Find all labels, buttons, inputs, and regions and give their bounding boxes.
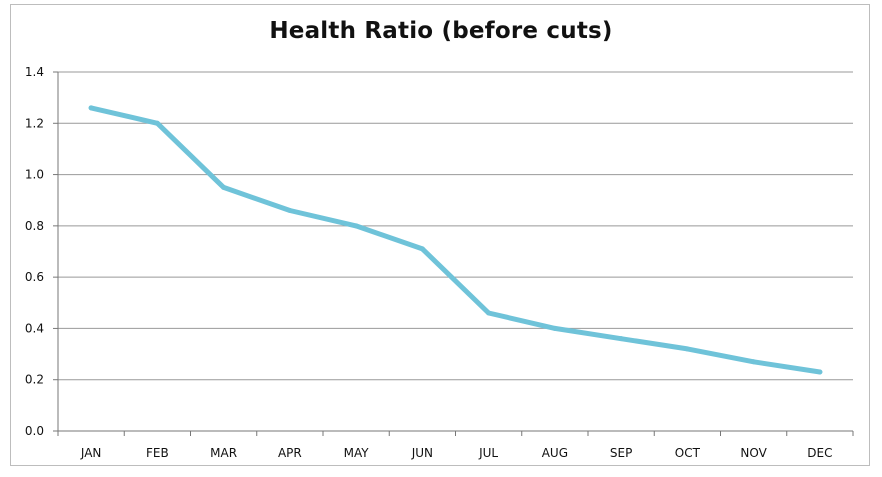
data-point: [88, 105, 94, 111]
y-tick-label: 1.0: [25, 168, 44, 182]
axes: [53, 71, 854, 436]
data-point: [353, 223, 359, 229]
x-tick-label: SEP: [610, 446, 632, 460]
data-point: [419, 246, 425, 252]
y-tick-label: 1.4: [25, 65, 44, 79]
x-tick-label: APR: [278, 446, 302, 460]
x-tick-label: FEB: [146, 446, 169, 460]
data-point: [618, 336, 624, 342]
gridlines: [58, 71, 853, 381]
y-tick-label: 0.0: [25, 424, 44, 438]
y-tick-label: 0.2: [25, 373, 44, 387]
x-tick-label: MAY: [344, 446, 370, 460]
x-tick-label: MAR: [210, 446, 237, 460]
chart-title: Health Ratio (before cuts): [269, 18, 613, 44]
x-tick-label: OCT: [675, 446, 701, 460]
y-tick-label: 1.2: [25, 116, 44, 130]
x-tick-labels: JAN FEB MAR APR MAY JUN JUL AUG SEP OCT NOV DEC: [80, 446, 833, 460]
x-tick-label: JAN: [80, 446, 102, 460]
x-tick-label: DEC: [807, 446, 832, 460]
data-point: [154, 120, 160, 126]
chart-frame: [10, 4, 870, 466]
data-point: [287, 207, 293, 213]
data-point: [751, 359, 757, 365]
data-point: [552, 325, 558, 331]
x-tick-label: JUL: [478, 446, 498, 460]
y-tick-labels: 0.0 0.2 0.4 0.6 0.8 1.0 1.2 1.4: [25, 65, 44, 438]
x-tick-label: AUG: [542, 446, 568, 460]
y-tick-label: 0.8: [25, 219, 44, 233]
data-point: [684, 346, 690, 352]
data-point: [817, 369, 823, 375]
y-tick-label: 0.4: [25, 321, 44, 335]
data-point: [486, 310, 492, 316]
x-tick-label: NOV: [740, 446, 767, 460]
y-tick-label: 0.6: [25, 270, 44, 284]
series-layer: [88, 105, 823, 375]
series-line: [88, 105, 823, 375]
data-point: [221, 184, 227, 190]
x-tick-label: JUN: [411, 446, 433, 460]
